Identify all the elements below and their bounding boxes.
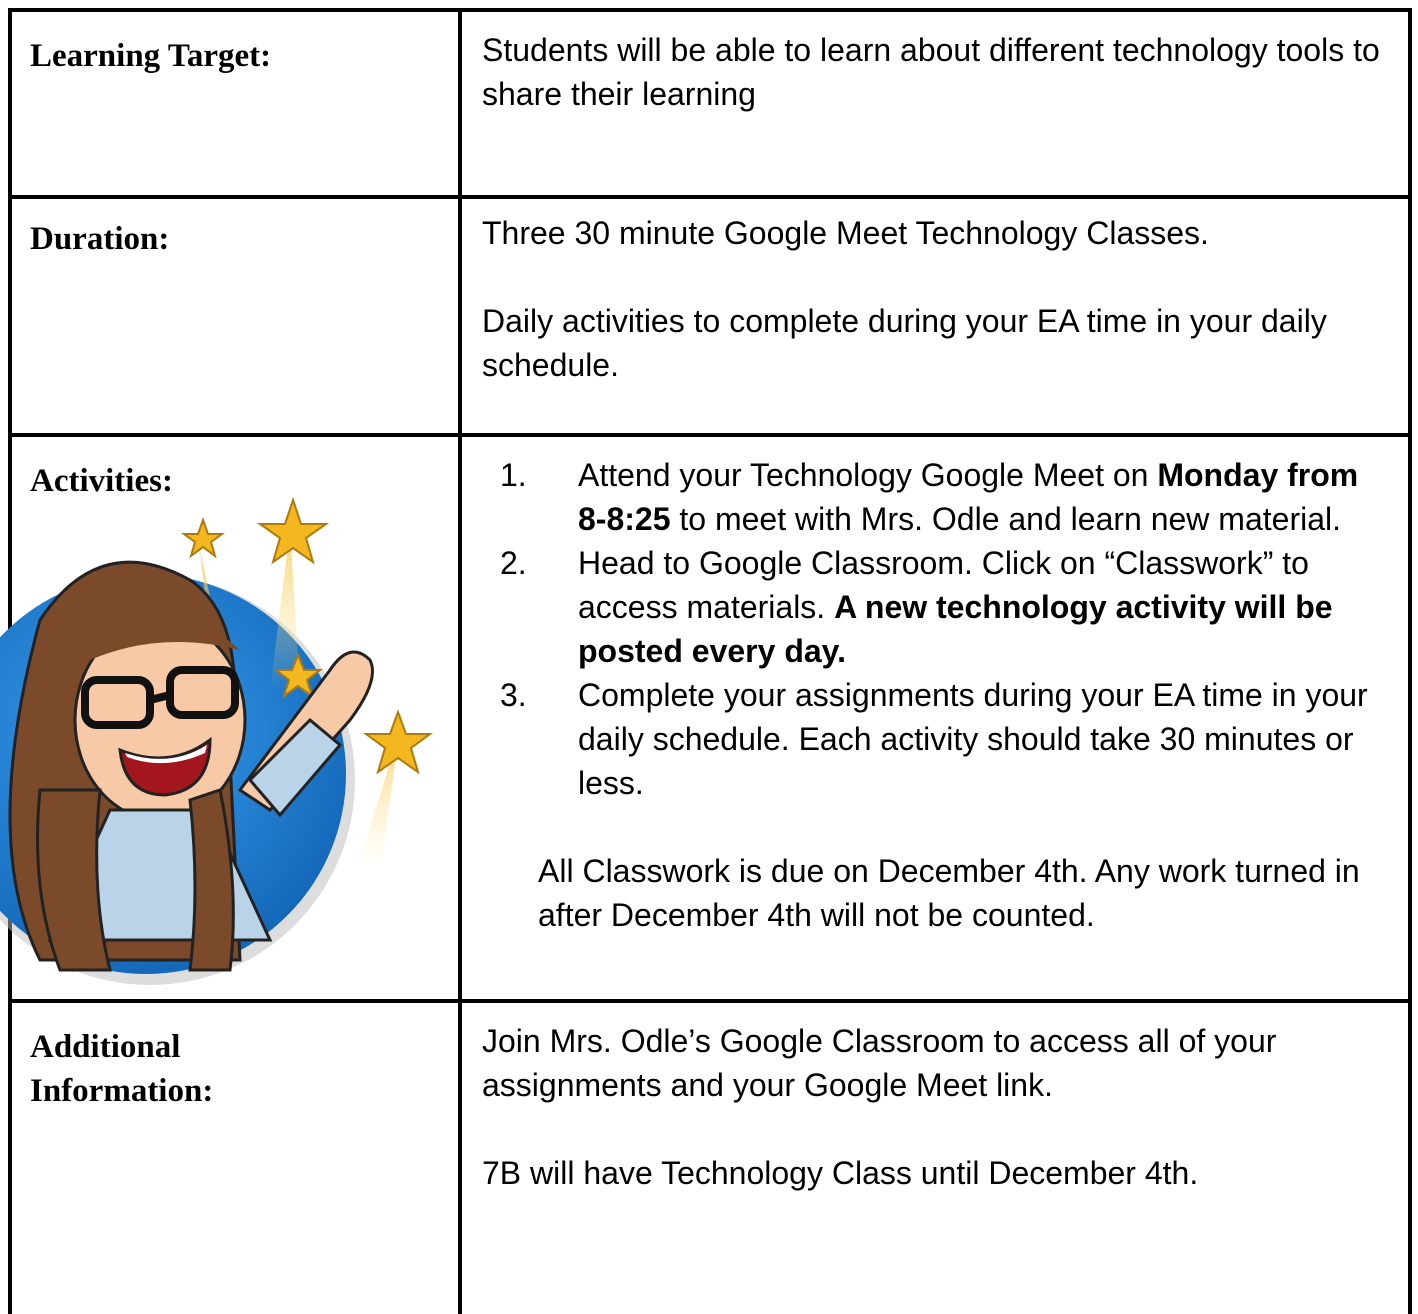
bold-text: Monday from 8-8:25 bbox=[578, 457, 1359, 537]
row-label: Duration: bbox=[30, 221, 170, 257]
text-run: 7B will have Technology Class until Dece… bbox=[482, 1155, 1199, 1191]
label-cell: Duration: bbox=[12, 195, 462, 433]
content-cell: Join Mrs. Odle’s Google Classroom to acc… bbox=[482, 1019, 1394, 1239]
label-cell: Learning Target: bbox=[12, 12, 462, 195]
text-run: Attend your Technology Google Meet on bbox=[578, 457, 1158, 493]
table-row: Additional Information: Join Mrs. Odle’s … bbox=[8, 1003, 1412, 1314]
paragraph: All Classwork is due on December 4th. An… bbox=[538, 849, 1394, 937]
bitmoji-illustration bbox=[0, 496, 434, 985]
text-run: Head to Google Classroom. Click on “Clas… bbox=[578, 545, 1309, 625]
text-run: Join Mrs. Odle’s Google Classroom to acc… bbox=[482, 1023, 1277, 1103]
row-label: Learning Target: bbox=[30, 38, 272, 74]
list-item: 3. Complete your assignments during your … bbox=[482, 673, 1394, 805]
paragraph: Students will be able to learn about dif… bbox=[482, 28, 1394, 116]
list-marker: 2. bbox=[500, 545, 527, 581]
table-row: Activities: 1. Attend your Technology Goog… bbox=[8, 437, 1412, 1003]
table-row: Learning Target: Students will be able to… bbox=[8, 8, 1412, 199]
bold-text: A new technology activity will be posted… bbox=[578, 589, 1333, 669]
label-cell: Additional Information: bbox=[12, 1003, 462, 1314]
content-cell: Students will be able to learn about dif… bbox=[482, 28, 1394, 160]
paragraph: 7B will have Technology Class until Dece… bbox=[482, 1151, 1394, 1195]
list-item: 2. Head to Google Classroom. Click on “Cl… bbox=[482, 541, 1394, 673]
text-run: Daily activities to complete during your… bbox=[482, 303, 1327, 383]
row-label: Additional Information: bbox=[30, 1029, 214, 1109]
text-run: All Classwork is due on December 4th. An… bbox=[538, 853, 1360, 933]
paragraph: Daily activities to complete during your… bbox=[482, 299, 1394, 387]
content-cell: Three 30 minute Google Meet Technology C… bbox=[482, 211, 1394, 431]
list-marker: 3. bbox=[500, 677, 527, 713]
paragraph: Join Mrs. Odle’s Google Classroom to acc… bbox=[482, 1019, 1394, 1107]
text-run: Three 30 minute Google Meet Technology C… bbox=[482, 215, 1209, 251]
paragraph: Three 30 minute Google Meet Technology C… bbox=[482, 211, 1394, 255]
list-marker: 1. bbox=[500, 457, 527, 493]
content-cell: 1. Attend your Technology Google Meet on … bbox=[482, 453, 1394, 937]
label-cell: Activities: bbox=[12, 437, 462, 999]
text-run: to meet with Mrs. Odle and learn new mat… bbox=[670, 501, 1341, 537]
row-label: Activities: bbox=[30, 463, 173, 499]
text-run: Complete your assignments during your EA… bbox=[578, 677, 1368, 801]
text-run: Students will be able to learn about dif… bbox=[482, 32, 1380, 112]
list-item: 1. Attend your Technology Google Meet on … bbox=[482, 453, 1394, 541]
table-row: Duration: Three 30 minute Google Meet Tec… bbox=[8, 195, 1412, 437]
